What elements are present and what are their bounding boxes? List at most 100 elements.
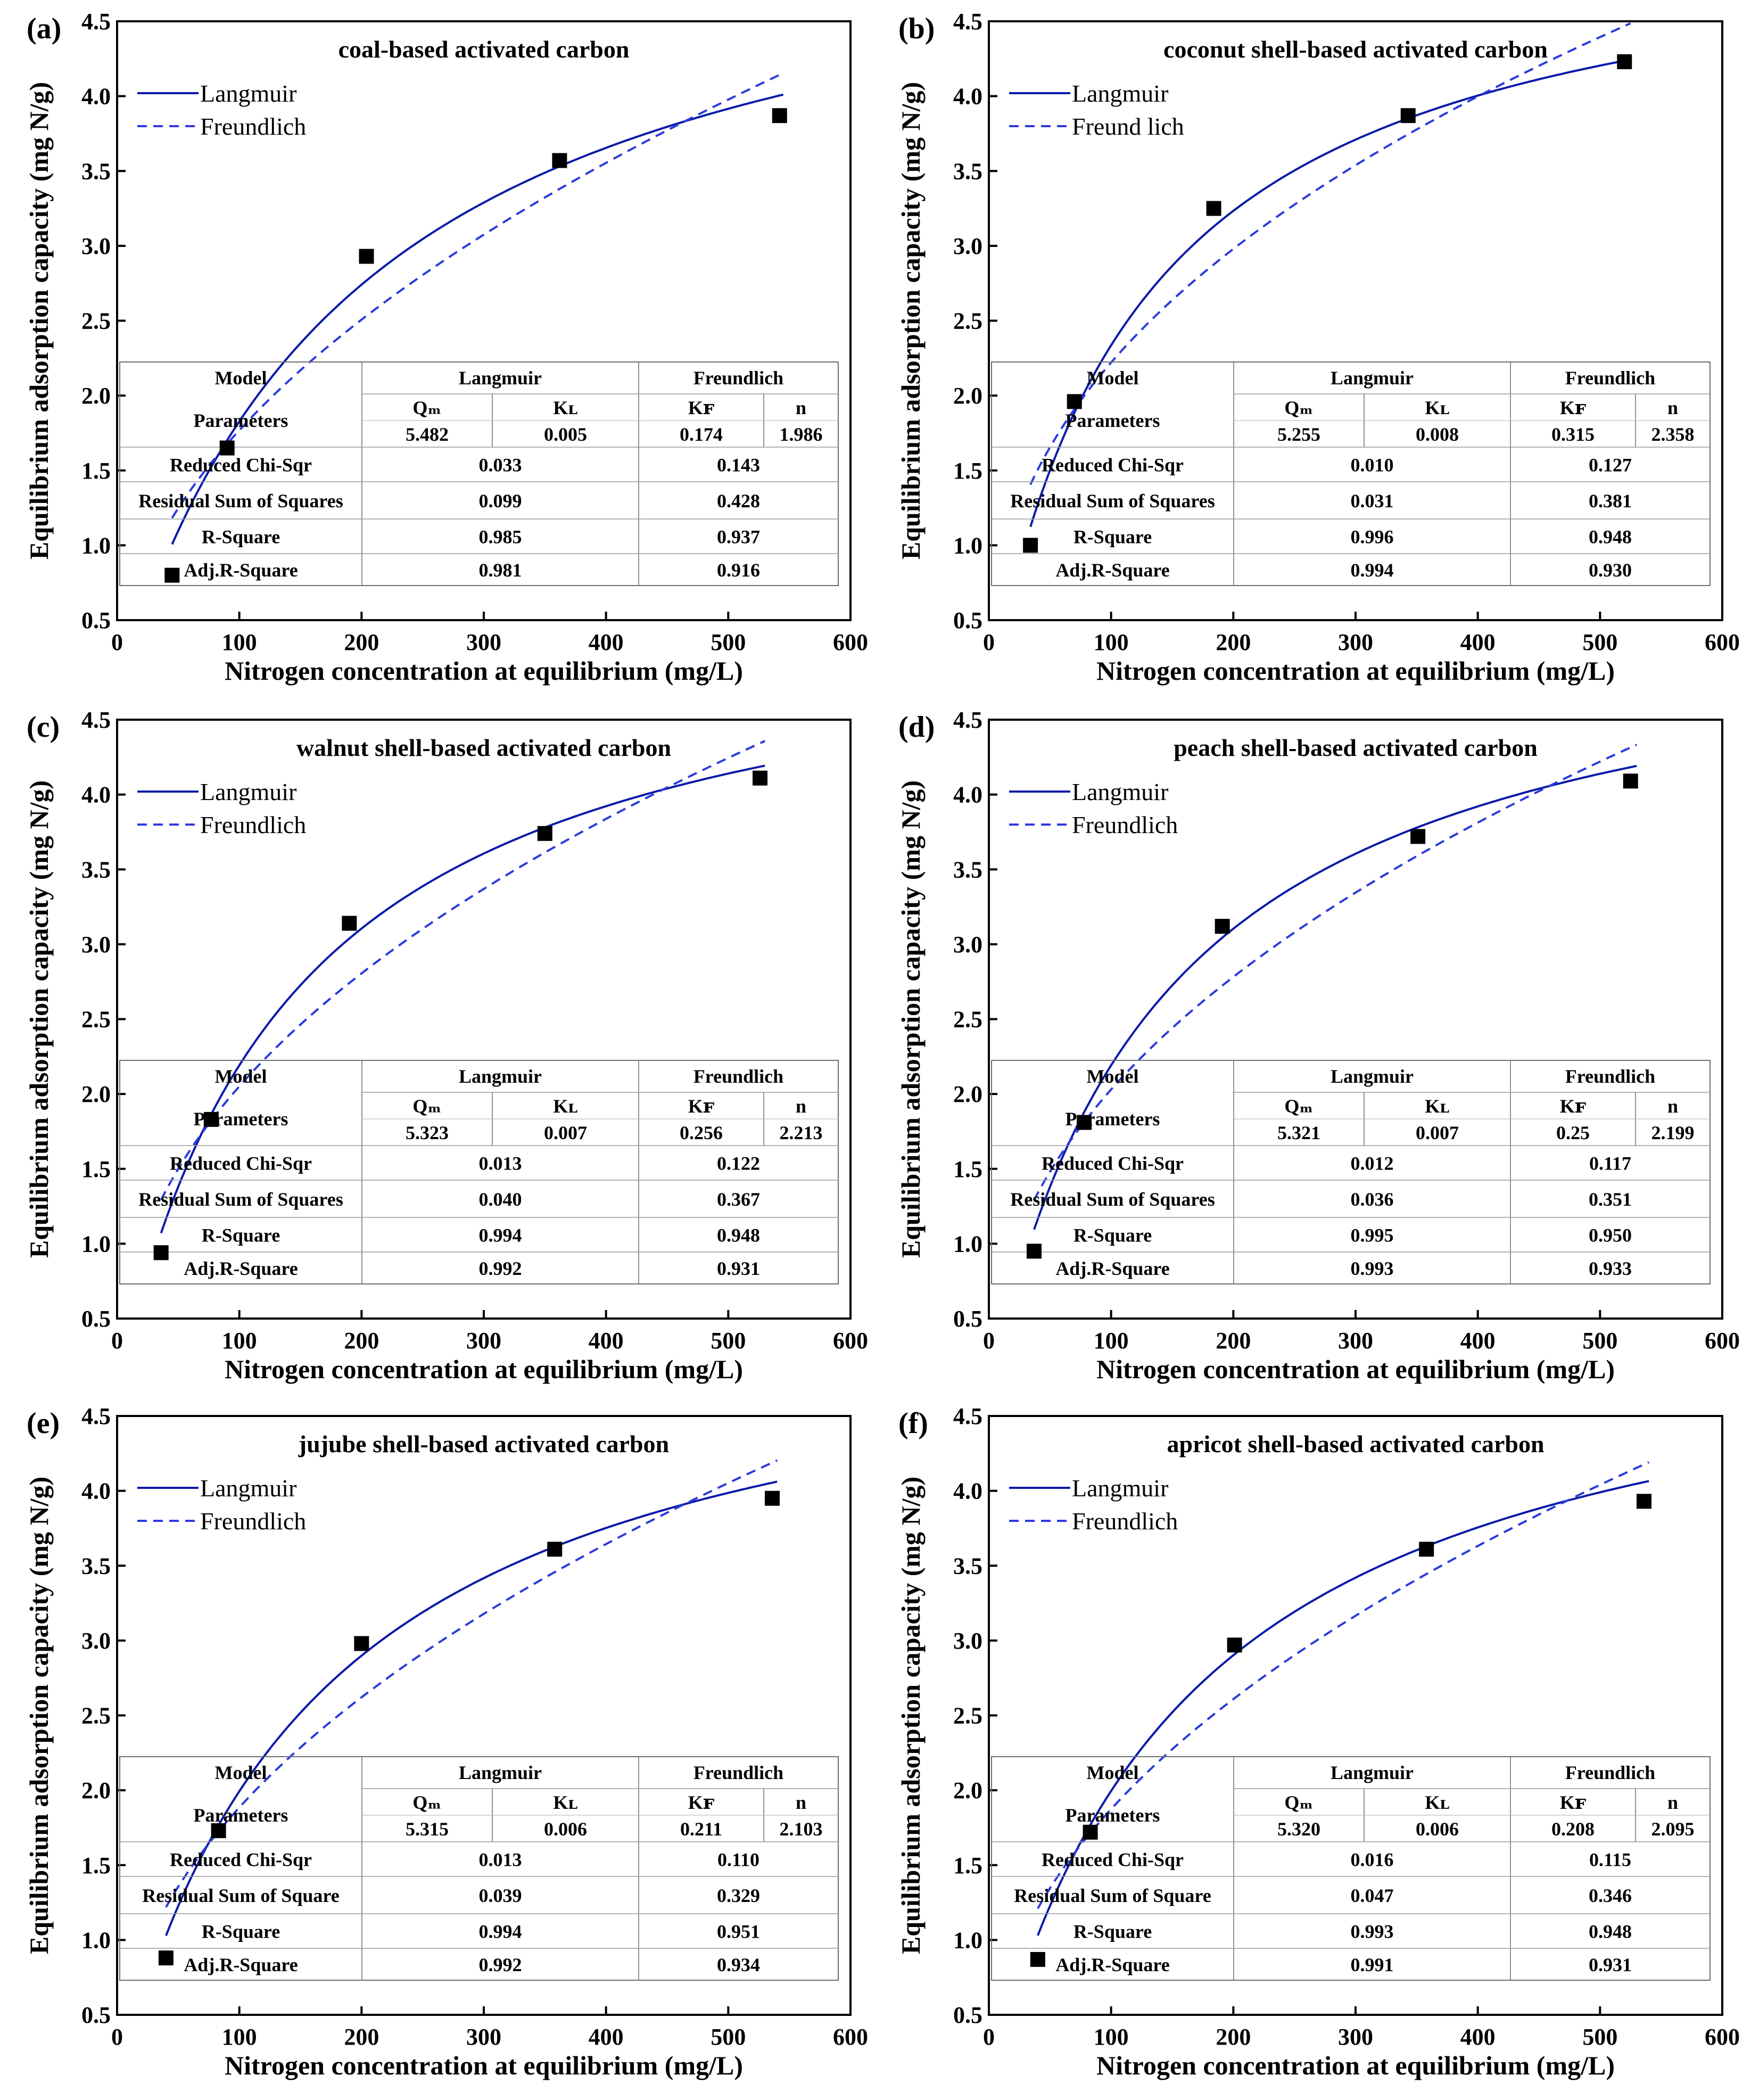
data-point <box>1419 1542 1434 1557</box>
x-tick-label: 100 <box>222 1328 257 1354</box>
y-axis-label: Equilibrium adsorption capacity (mg N/g) <box>24 1477 54 1954</box>
x-tick-label: 600 <box>833 1328 868 1354</box>
table-header-model: Model <box>1087 1066 1139 1087</box>
chart-title: walnut shell-based activated carbon <box>296 734 671 761</box>
table-param-qm-header: Qₘ <box>412 1792 441 1813</box>
chart-title: peach shell-based activated carbon <box>1174 734 1538 761</box>
x-tick-label: 600 <box>1705 2024 1740 2050</box>
table-value-qm: 5.255 <box>1277 424 1320 445</box>
langmuir-fit-line <box>1037 1480 1649 1936</box>
stats-table-frame <box>119 1756 839 1981</box>
y-tick-label: 3.5 <box>81 857 111 883</box>
x-tick-label: 300 <box>1338 629 1373 655</box>
y-tick-label: 2.0 <box>953 383 982 409</box>
table-value-freundlich: 0.329 <box>717 1885 760 1906</box>
data-point <box>765 1490 780 1506</box>
table-param-kf-header: Kꜰ <box>1560 1792 1586 1813</box>
y-tick-label: 4.0 <box>953 84 982 110</box>
x-tick-label: 300 <box>466 1328 501 1354</box>
table-header-langmuir: Langmuir <box>1331 1066 1414 1087</box>
table-value-freundlich: 0.110 <box>717 1849 759 1871</box>
y-tick-label: 0.5 <box>81 2002 111 2028</box>
y-tick-label: 4.0 <box>81 782 111 808</box>
table-value-langmuir: 0.013 <box>479 1153 522 1174</box>
x-tick-label: 100 <box>1094 1328 1129 1354</box>
table-param-kl-header: Kʟ <box>553 397 577 418</box>
data-point <box>1617 54 1632 69</box>
y-tick-label: 4.5 <box>81 707 111 733</box>
table-value-freundlich: 0.115 <box>1589 1849 1631 1871</box>
table-value-freundlich: 0.950 <box>1589 1225 1632 1246</box>
legend-freundlich-label: Freundlich <box>200 811 306 838</box>
table-header-model: Model <box>215 367 267 389</box>
table-param-qm-header: Qₘ <box>412 1096 441 1117</box>
table-value-langmuir: 0.994 <box>479 1225 522 1246</box>
data-point <box>772 108 787 123</box>
data-point <box>1215 919 1230 934</box>
table-param-kf-header: Kꜰ <box>688 1096 714 1117</box>
data-point <box>354 1636 369 1651</box>
table-header-freundlich: Freundlich <box>1565 367 1655 389</box>
chart-panel-e: 0 100 200 300 400 500 600 0.5 1.0 1.5 2.0 2.5 3.0 3.5… <box>24 1403 868 2080</box>
table-value-langmuir: 0.010 <box>1351 455 1394 476</box>
data-point <box>153 1245 169 1261</box>
table-header-langmuir: Langmuir <box>1331 1762 1414 1783</box>
y-tick-label: 3.5 <box>953 857 982 883</box>
y-tick-label: 1.0 <box>81 1927 111 1953</box>
table-value-freundlich: 0.937 <box>717 526 760 548</box>
table-value-kf: 0.25 <box>1556 1122 1590 1143</box>
chart-panel-c: 0 100 200 300 400 500 600 0.5 1.0 1.5 2.0 2.5 3.0 3.5… <box>24 707 868 1384</box>
table-row-label: Residual Sum of Squares <box>1010 1189 1215 1210</box>
table-header-langmuir: Langmuir <box>459 367 542 389</box>
data-point <box>1623 773 1638 789</box>
chart-title: coal-based activated carbon <box>338 36 630 63</box>
table-value-langmuir: 0.996 <box>1351 526 1394 548</box>
langmuir-fit-line <box>1029 58 1631 528</box>
table-header-model: Model <box>215 1066 267 1087</box>
stats-table-frame <box>991 1060 1711 1284</box>
x-axis-label: Nitrogen concentration at equilibrium (m… <box>225 656 743 686</box>
y-axis-label: Equilibrium adsorption capacity (mg N/g) <box>896 780 926 1258</box>
table-value-freundlich: 0.931 <box>717 1258 760 1279</box>
table-value-langmuir: 0.992 <box>479 1258 522 1279</box>
table-row-label: Residual Sum of Square <box>1014 1885 1211 1906</box>
table-row-label: R-Square <box>1073 526 1152 548</box>
table-value-langmuir: 0.991 <box>1351 1954 1394 1975</box>
panel-label: (c) <box>27 711 60 744</box>
table-value-qm: 5.321 <box>1277 1122 1320 1143</box>
x-tick-label: 500 <box>1582 629 1617 655</box>
y-tick-label: 4.0 <box>953 1478 982 1504</box>
table-param-n-header: n <box>796 1792 806 1813</box>
y-tick-label: 1.0 <box>953 1231 982 1257</box>
table-row-label: Reduced Chi-Sqr <box>1042 1849 1184 1871</box>
y-tick-label: 0.5 <box>81 1306 111 1332</box>
table-param-n-header: n <box>1667 1096 1678 1117</box>
x-tick-label: 600 <box>1705 629 1740 655</box>
table-value-kl: 0.006 <box>1416 1818 1459 1840</box>
table-value-langmuir: 0.047 <box>1351 1885 1394 1906</box>
table-value-langmuir: 0.995 <box>1351 1225 1394 1246</box>
stats-table-frame <box>991 361 1711 586</box>
x-tick-label: 100 <box>222 2024 257 2050</box>
x-tick-label: 300 <box>466 2024 501 2050</box>
table-param-kl-header: Kʟ <box>553 1096 577 1117</box>
table-value-n: 2.103 <box>780 1818 823 1840</box>
table-value-langmuir: 0.033 <box>479 455 522 476</box>
y-tick-label: 3.5 <box>81 1553 111 1579</box>
y-tick-label: 3.0 <box>81 932 111 958</box>
data-point <box>211 1823 226 1839</box>
legend-freundlich-label: Freundlich <box>1072 1508 1178 1535</box>
y-axis-label: Equilibrium adsorption capacity (mg N/g) <box>24 82 54 559</box>
y-tick-label: 4.5 <box>81 1403 111 1429</box>
stats-table-frame <box>119 1060 839 1284</box>
table-param-kl-header: Kʟ <box>1425 397 1449 418</box>
y-tick-label: 2.0 <box>81 383 111 409</box>
table-value-freundlich: 0.916 <box>717 559 760 581</box>
table-value-freundlich: 0.143 <box>717 455 760 476</box>
x-tick-label: 0 <box>111 629 123 655</box>
data-point <box>1030 1951 1045 1967</box>
x-axis-label: Nitrogen concentration at equilibrium (m… <box>1096 1354 1615 1384</box>
table-row-label: Residual Sum of Squares <box>138 490 343 512</box>
table-param-kf-header: Kꜰ <box>688 1792 714 1813</box>
x-tick-label: 0 <box>983 2024 995 2050</box>
